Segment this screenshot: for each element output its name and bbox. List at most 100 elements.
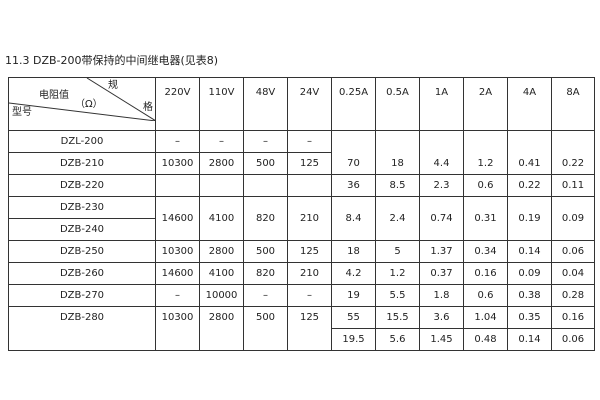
value-cell: 19.5 (331, 328, 376, 351)
value-cell: 0.48 (463, 328, 508, 351)
value-cell: 0.38 (507, 284, 552, 307)
value-cell: 18 (331, 240, 376, 263)
value-cell: 1.8 (419, 284, 464, 307)
table-row: DZB-230 14600 4100 820 210 8.4 2.4 0.74 … (8, 196, 595, 241)
value-cell: 0.41 (507, 130, 552, 175)
value-cell: 5 (375, 240, 420, 263)
value-cell: 0.06 (551, 240, 595, 263)
value-cell: 1.04 (463, 306, 508, 329)
value-cell: 0.19 (507, 196, 552, 241)
value-cell: 10000 (199, 284, 244, 307)
value-cell: 4100 (199, 262, 244, 285)
value-cell: 0.09 (551, 196, 595, 241)
value-cell: 1.37 (419, 240, 464, 263)
value-cell: – (287, 130, 332, 153)
value-cell: 0.09 (507, 262, 552, 285)
value-cell: 15.5 (375, 306, 420, 329)
value-cell: – (199, 130, 244, 153)
column-header: 4A (507, 77, 552, 131)
value-cell: 210 (287, 196, 332, 241)
value-cell: 10300 (155, 306, 200, 351)
value-cell: 0.22 (551, 130, 595, 175)
value-cell: 36 (331, 174, 376, 197)
value-cell: 0.34 (463, 240, 508, 263)
column-header: 48V (243, 77, 288, 131)
corner-label-top: 规 (108, 80, 118, 91)
value-cell: 0.14 (507, 240, 552, 263)
value-cell: – (155, 284, 200, 307)
value-cell: 3.6 (419, 306, 464, 329)
model-cell: DZL-200 (8, 130, 156, 153)
value-cell: 125 (287, 240, 332, 263)
empty-cell (287, 174, 332, 197)
value-cell: 2800 (199, 240, 244, 263)
value-cell: 70 (331, 130, 376, 175)
table-row: DZB-250 10300 2800 500 125 18 5 1.37 0.3… (8, 240, 595, 263)
value-cell: 0.28 (551, 284, 595, 307)
value-cell: 0.14 (507, 328, 552, 351)
value-cell: 1.45 (419, 328, 464, 351)
table-row: DZB-220 36 8.5 2.3 0.6 0.22 0.11 (8, 174, 595, 197)
value-cell: 125 (287, 306, 332, 351)
value-cell: 0.22 (507, 174, 552, 197)
corner-label-unit: （Ω） (75, 99, 103, 110)
empty-cell (199, 174, 244, 197)
value-cell: 0.74 (419, 196, 464, 241)
table-row: DZB-260 14600 4100 820 210 4.2 1.2 0.37 … (8, 262, 595, 285)
value-cell: 2.3 (419, 174, 464, 197)
value-cell: 14600 (155, 196, 200, 241)
value-cell: 0.16 (463, 262, 508, 285)
value-cell: 1.2 (375, 262, 420, 285)
model-cell: DZB-230 (8, 196, 156, 219)
column-header: 0.25A (331, 77, 376, 131)
corner-label-model: 型号 (12, 107, 32, 118)
column-header: 0.5A (375, 77, 420, 131)
value-cell: 4100 (199, 196, 244, 241)
table-row: DZB-210 10300 2800 500 125 (8, 152, 595, 175)
value-cell: 55 (331, 306, 376, 329)
value-cell: 10300 (155, 152, 200, 175)
value-cell: 5.5 (375, 284, 420, 307)
model-cell: DZB-270 (8, 284, 156, 307)
column-header: 2A (463, 77, 508, 131)
value-cell: 1.2 (463, 130, 508, 175)
value-cell: 10300 (155, 240, 200, 263)
model-cell: DZB-210 (8, 152, 156, 175)
column-header: 220V (155, 77, 200, 131)
value-cell: 820 (243, 262, 288, 285)
value-cell: 0.11 (551, 174, 595, 197)
value-cell: 2800 (199, 306, 244, 351)
resistance-table: 规 电阻值 （Ω） 格 型号 220V 110V 48V 24V 0.25A 0… (8, 77, 595, 351)
value-cell: 500 (243, 152, 288, 175)
value-cell: 0.6 (463, 284, 508, 307)
table-row: 19.5 5.6 1.45 0.48 0.14 0.06 (9, 328, 595, 351)
value-cell: 0.37 (419, 262, 464, 285)
value-cell: 0.16 (551, 306, 595, 329)
value-cell: 500 (243, 240, 288, 263)
corner-label-resistance: 电阻值 (39, 90, 69, 101)
value-cell: 4.4 (419, 130, 464, 175)
value-cell: 0.04 (551, 262, 595, 285)
value-cell: 210 (287, 262, 332, 285)
value-cell: 14600 (155, 262, 200, 285)
value-cell: – (155, 130, 200, 153)
value-cell: – (243, 130, 288, 153)
table-row: DZB-280 10300 2800 500 125 55 15.5 3.6 1… (8, 306, 595, 351)
value-cell: 2.4 (375, 196, 420, 241)
value-cell: 19 (331, 284, 376, 307)
value-cell: 820 (243, 196, 288, 241)
table-row: DZL-200 – – – – 70 18 4.4 1.2 0.41 0.22 (8, 130, 595, 175)
value-cell: – (287, 284, 332, 307)
model-cell: DZB-220 (8, 174, 156, 197)
value-cell: 500 (243, 306, 288, 351)
value-cell: 0.6 (463, 174, 508, 197)
model-cell: DZB-280 (8, 306, 156, 351)
table-caption: 11.3 DZB-200带保持的中间继电器(见表8) (5, 54, 219, 67)
value-cell: 125 (287, 152, 332, 175)
value-cell: 5.6 (375, 328, 420, 351)
empty-cell (155, 174, 200, 197)
model-cell: DZB-260 (8, 262, 156, 285)
value-cell: 2800 (199, 152, 244, 175)
empty-cell (243, 174, 288, 197)
value-cell: 0.35 (507, 306, 552, 329)
